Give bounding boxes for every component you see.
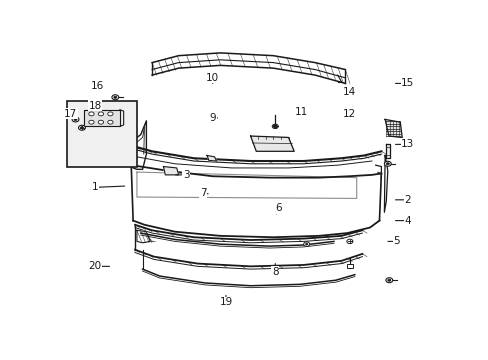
Text: 18: 18 — [88, 100, 102, 111]
Circle shape — [114, 96, 117, 98]
Circle shape — [107, 120, 113, 124]
Text: 19: 19 — [219, 297, 232, 307]
Text: 5: 5 — [392, 237, 399, 246]
Polygon shape — [163, 167, 178, 175]
Text: 9: 9 — [209, 113, 216, 123]
Circle shape — [98, 120, 103, 124]
Polygon shape — [137, 230, 150, 243]
Text: 7: 7 — [200, 188, 206, 198]
Circle shape — [81, 127, 83, 129]
Circle shape — [305, 243, 307, 245]
Bar — [346, 264, 352, 268]
Circle shape — [385, 278, 392, 283]
Circle shape — [89, 112, 94, 116]
Text: 17: 17 — [64, 109, 77, 119]
Text: 2: 2 — [404, 195, 410, 205]
Text: 16: 16 — [90, 81, 103, 91]
Text: 10: 10 — [206, 73, 219, 83]
Circle shape — [98, 112, 103, 116]
Polygon shape — [384, 156, 387, 212]
Polygon shape — [206, 156, 216, 161]
Polygon shape — [84, 110, 120, 126]
Text: 15: 15 — [401, 78, 414, 89]
Circle shape — [273, 125, 277, 128]
Polygon shape — [385, 144, 389, 158]
Circle shape — [72, 117, 79, 122]
Polygon shape — [250, 136, 294, 151]
Circle shape — [112, 95, 119, 100]
Text: 20: 20 — [88, 261, 102, 271]
Circle shape — [387, 279, 390, 281]
Circle shape — [386, 163, 388, 165]
Polygon shape — [385, 120, 401, 138]
Text: 1: 1 — [92, 183, 99, 192]
Circle shape — [107, 112, 113, 116]
Text: 14: 14 — [342, 87, 355, 97]
Polygon shape — [133, 121, 146, 169]
Text: 6: 6 — [275, 203, 282, 213]
Text: 13: 13 — [401, 139, 414, 149]
Text: 3: 3 — [183, 170, 189, 180]
Text: 4: 4 — [404, 216, 410, 226]
Circle shape — [74, 118, 77, 121]
Text: 8: 8 — [271, 267, 278, 277]
Text: 12: 12 — [342, 109, 355, 119]
Circle shape — [79, 125, 85, 130]
Bar — [67, 102, 137, 167]
Text: 11: 11 — [295, 108, 308, 117]
Circle shape — [384, 161, 390, 166]
Circle shape — [303, 242, 309, 246]
Circle shape — [89, 120, 94, 124]
Circle shape — [346, 239, 352, 244]
